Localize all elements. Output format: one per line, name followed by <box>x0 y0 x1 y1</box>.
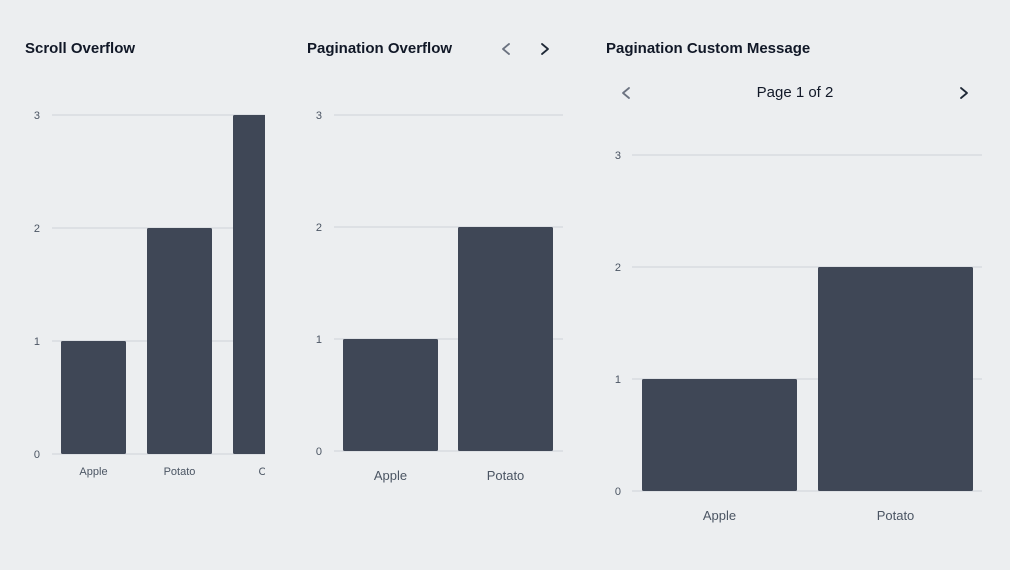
prev-page-button[interactable] <box>615 82 637 104</box>
x-tick-label: Apple <box>703 508 736 523</box>
y-tick-label: 3 <box>34 110 40 122</box>
x-tick-label: Potato <box>487 468 525 483</box>
panel-title: Scroll Overflow <box>25 40 136 57</box>
y-tick-label: 2 <box>615 262 621 274</box>
chevron-left-icon <box>622 87 630 99</box>
y-tick-label: 1 <box>615 374 621 386</box>
bar[interactable] <box>818 267 973 491</box>
bar[interactable] <box>233 115 298 454</box>
y-tick-label: 2 <box>34 223 40 235</box>
chevron-right-icon <box>960 87 968 99</box>
x-tick-label: Apple <box>79 466 107 478</box>
next-page-button[interactable] <box>953 82 975 104</box>
bar[interactable] <box>61 341 126 454</box>
bar[interactable] <box>458 227 553 451</box>
bar[interactable] <box>147 228 212 454</box>
panel-title: Pagination Custom Message <box>606 40 811 57</box>
x-tick-label: Apple <box>374 468 407 483</box>
y-tick-label: 3 <box>615 150 621 162</box>
y-tick-label: 0 <box>34 449 40 461</box>
y-tick-label: 3 <box>316 110 322 122</box>
next-page-button[interactable] <box>534 38 556 60</box>
y-tick-label: 1 <box>34 336 40 348</box>
y-tick-label: 1 <box>316 334 322 346</box>
panel-title: Pagination Overflow <box>307 40 453 57</box>
bar[interactable] <box>343 339 438 451</box>
x-tick-label: Ca <box>258 466 273 478</box>
y-tick-label: 0 <box>316 446 322 458</box>
page-message: Page 1 of 2 <box>756 84 834 101</box>
x-tick-label: Potato <box>877 508 915 523</box>
y-tick-label: 0 <box>615 486 621 498</box>
x-tick-label: Potato <box>164 466 196 478</box>
chevron-left-icon <box>502 43 510 55</box>
y-tick-label: 2 <box>316 222 322 234</box>
chevron-right-icon <box>541 43 549 55</box>
bar[interactable] <box>642 379 797 491</box>
prev-page-button[interactable] <box>495 38 517 60</box>
